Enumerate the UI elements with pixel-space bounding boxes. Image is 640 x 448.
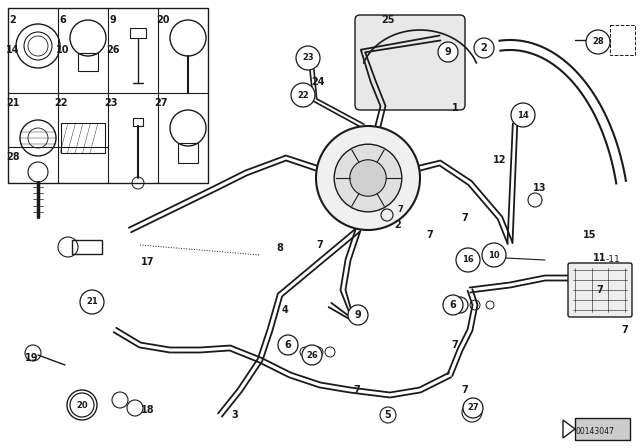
Circle shape: [482, 243, 506, 267]
Text: 7: 7: [621, 325, 628, 335]
Circle shape: [334, 144, 402, 212]
Text: 16: 16: [462, 255, 474, 264]
Circle shape: [316, 126, 420, 230]
Circle shape: [443, 295, 463, 315]
Text: 7: 7: [317, 240, 323, 250]
FancyBboxPatch shape: [568, 263, 632, 317]
FancyBboxPatch shape: [355, 15, 465, 110]
Text: 24: 24: [311, 77, 324, 87]
Text: 2: 2: [10, 15, 17, 25]
Bar: [610, 25, 635, 55]
Text: 5: 5: [385, 410, 392, 420]
Circle shape: [586, 30, 610, 54]
Text: 7: 7: [427, 230, 433, 240]
Text: 27: 27: [154, 98, 168, 108]
Text: 19: 19: [25, 353, 39, 363]
Text: 13: 13: [533, 183, 547, 193]
Circle shape: [80, 290, 104, 314]
Text: 7: 7: [596, 285, 604, 295]
Text: 7: 7: [461, 213, 468, 223]
Text: 9: 9: [109, 15, 116, 25]
Text: 28: 28: [592, 38, 604, 47]
Circle shape: [438, 42, 458, 62]
Text: 2: 2: [395, 220, 401, 230]
Text: 28: 28: [6, 152, 20, 162]
Text: 7: 7: [461, 385, 468, 395]
Text: 27: 27: [467, 404, 479, 413]
Text: 6: 6: [450, 300, 456, 310]
Text: 3: 3: [232, 410, 238, 420]
Text: 00143047: 00143047: [575, 427, 614, 436]
Circle shape: [278, 335, 298, 355]
Bar: [130, 28, 146, 38]
Text: 7: 7: [354, 385, 360, 395]
Text: 23: 23: [302, 53, 314, 63]
Text: 10: 10: [488, 250, 500, 259]
Text: 22: 22: [297, 90, 309, 99]
Text: 20: 20: [76, 401, 88, 409]
Text: 26: 26: [306, 350, 318, 359]
Text: 7: 7: [452, 340, 458, 350]
Text: 26: 26: [106, 45, 120, 55]
Text: 11: 11: [593, 253, 607, 263]
Text: 4: 4: [282, 305, 289, 315]
Text: 20: 20: [156, 15, 170, 25]
Circle shape: [296, 46, 320, 70]
Text: 6: 6: [285, 340, 291, 350]
Text: -11: -11: [605, 255, 620, 264]
Text: 25: 25: [381, 15, 395, 25]
Circle shape: [350, 160, 386, 196]
Text: 9: 9: [355, 310, 362, 320]
Circle shape: [456, 248, 480, 272]
Text: 9: 9: [445, 47, 451, 57]
Text: 22: 22: [54, 98, 68, 108]
Text: 8: 8: [276, 243, 284, 253]
Circle shape: [302, 345, 322, 365]
Text: 17: 17: [141, 257, 155, 267]
Text: 7: 7: [397, 206, 403, 215]
Text: 10: 10: [56, 45, 70, 55]
Text: 12: 12: [493, 155, 507, 165]
Bar: [178, 143, 198, 163]
Bar: [575, 418, 630, 440]
Text: 21: 21: [86, 297, 98, 306]
Bar: [72, 240, 102, 254]
Circle shape: [291, 83, 315, 107]
Text: 2: 2: [481, 43, 488, 53]
Circle shape: [463, 398, 483, 418]
Text: 15: 15: [583, 230, 596, 240]
Text: 6: 6: [60, 15, 67, 25]
Text: 23: 23: [104, 98, 118, 108]
Text: 18: 18: [141, 405, 155, 415]
Bar: [8, 8, 208, 183]
Circle shape: [474, 38, 494, 58]
Bar: [133, 118, 143, 126]
Bar: [78, 53, 98, 71]
Text: 14: 14: [6, 45, 20, 55]
Text: 1: 1: [452, 103, 458, 113]
Circle shape: [70, 393, 94, 417]
Circle shape: [348, 305, 368, 325]
Circle shape: [511, 103, 535, 127]
Text: 14: 14: [517, 111, 529, 120]
Text: 21: 21: [6, 98, 20, 108]
